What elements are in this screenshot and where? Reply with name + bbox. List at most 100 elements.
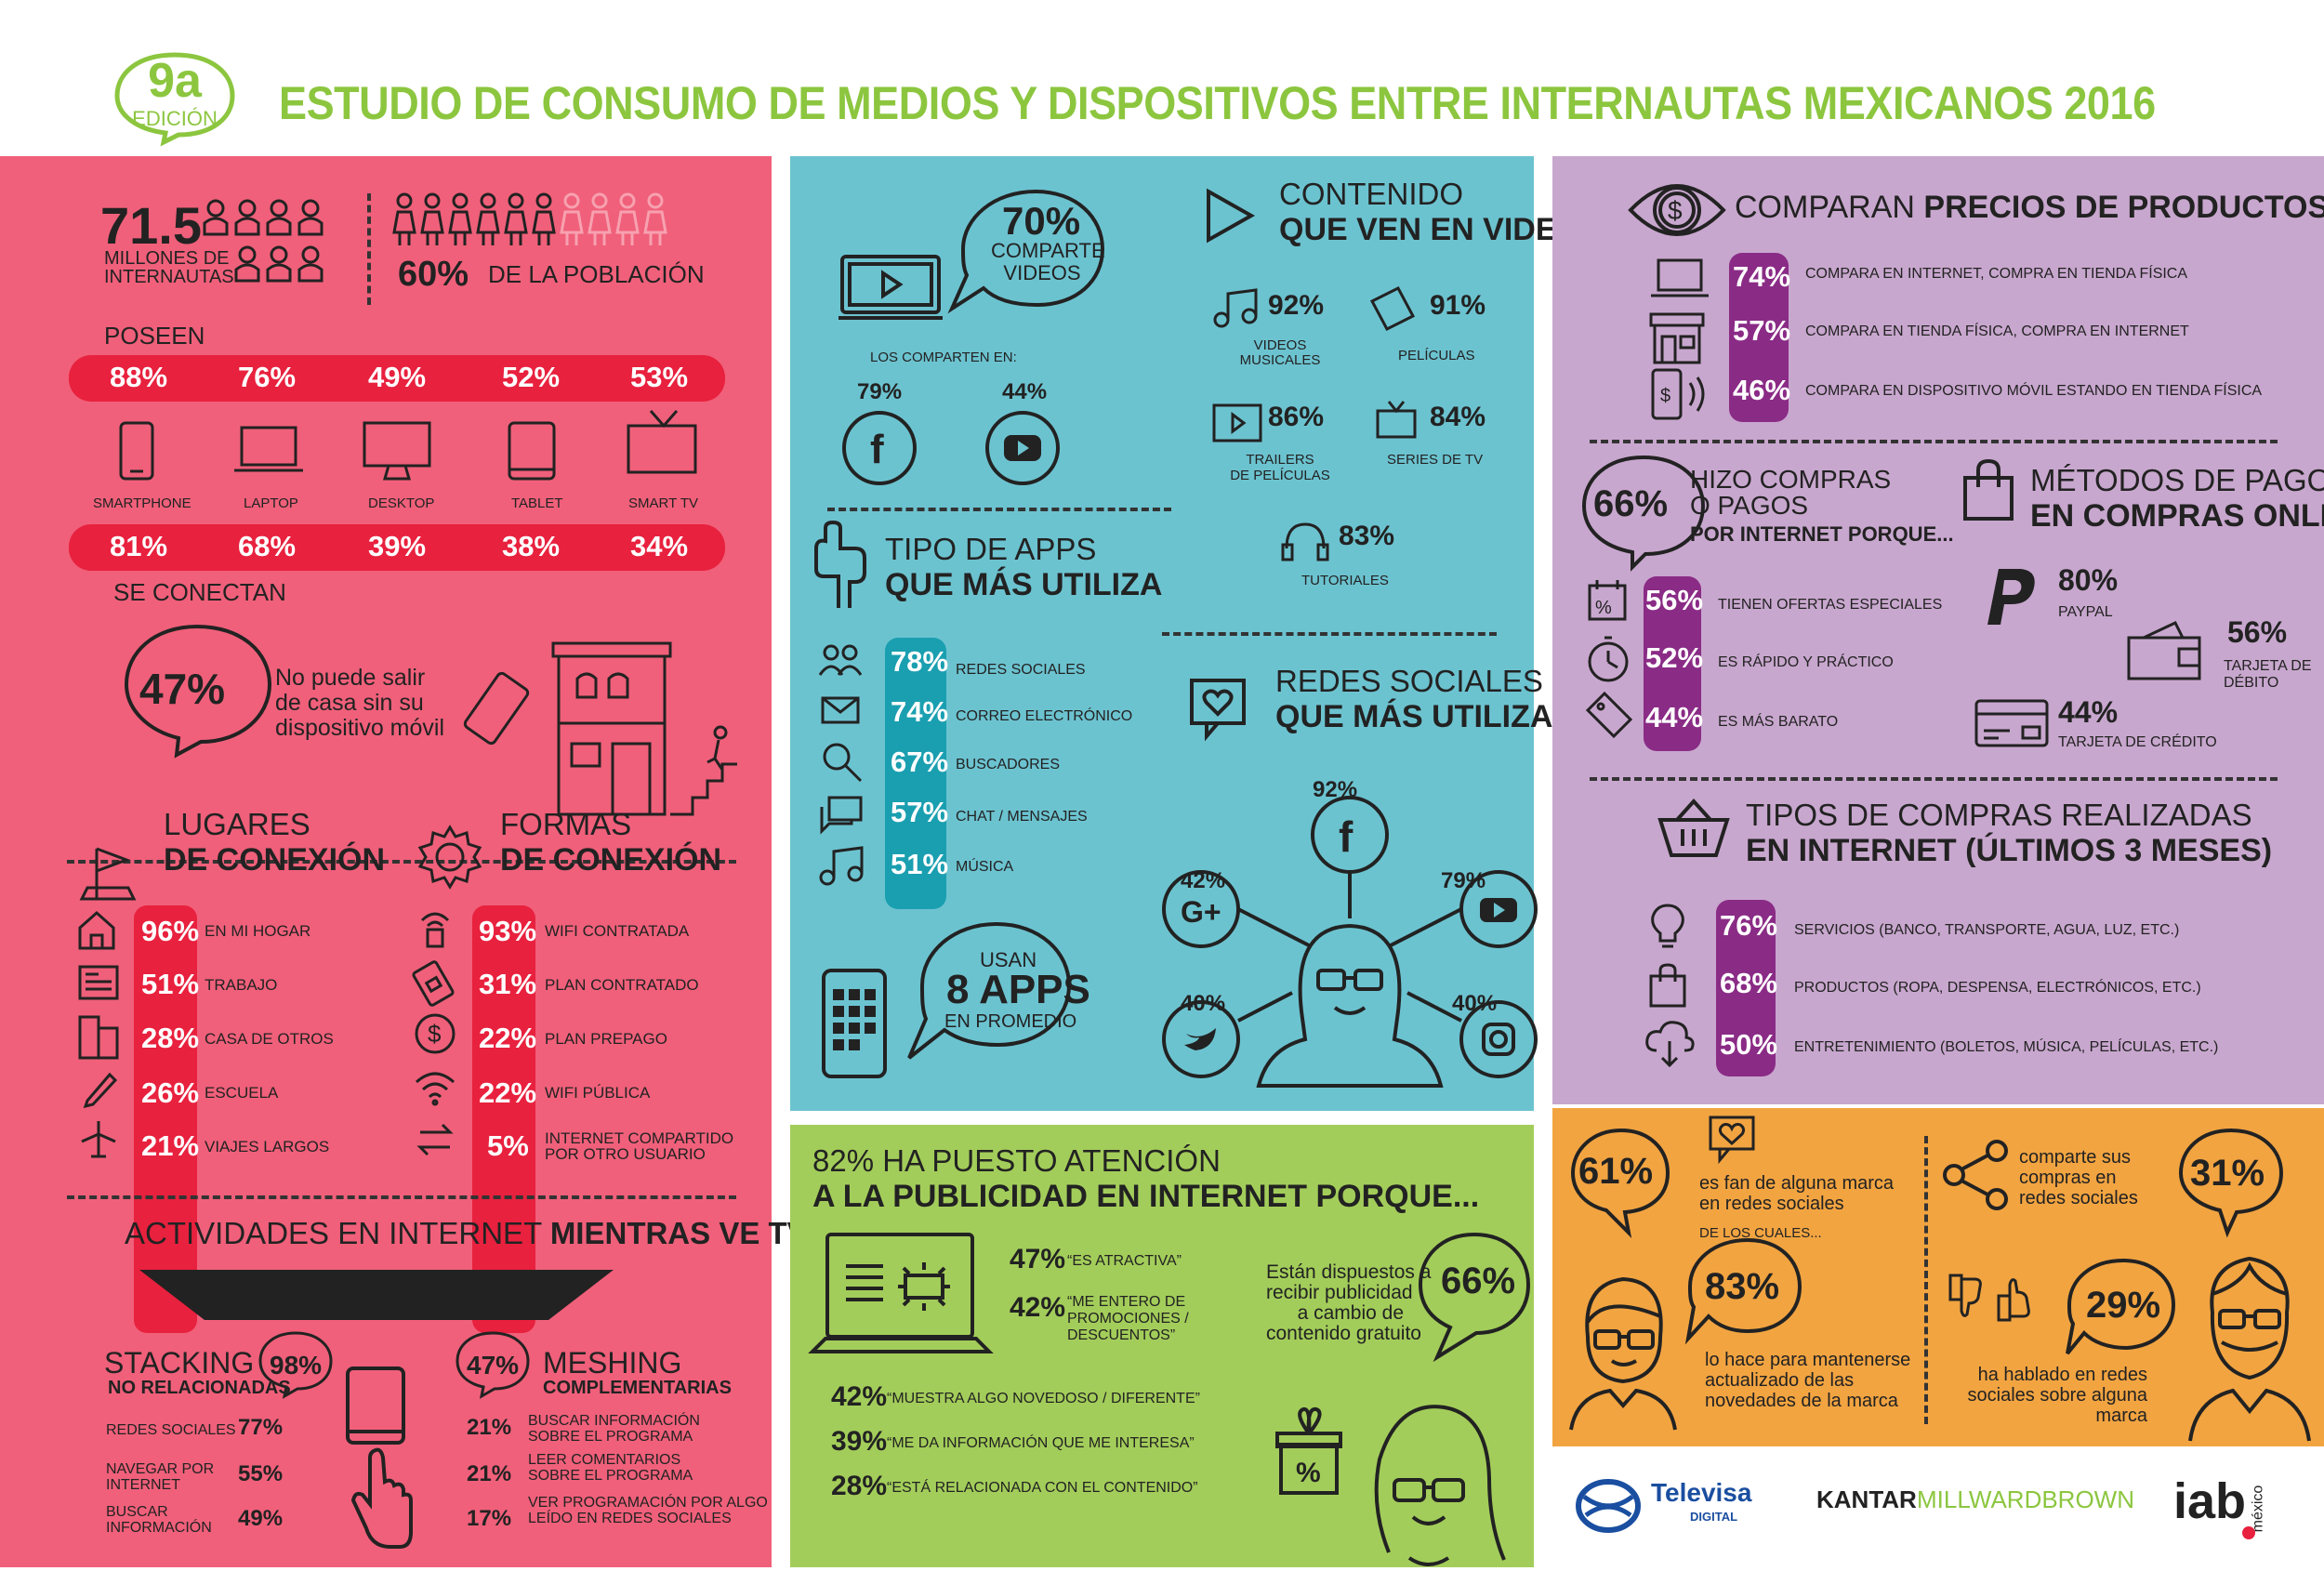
formas-title: FORMAS: [500, 807, 632, 841]
speech-bubble-icon: [2178, 1128, 2284, 1238]
woman-gift-icon: %: [1275, 1405, 1506, 1566]
meshing-item-value: 21%: [467, 1461, 512, 1486]
poseen-value: 76%: [238, 361, 297, 393]
contenido-value: 83%: [1339, 521, 1395, 551]
poseen-value: 52%: [502, 361, 561, 393]
badge-number: 9a: [148, 54, 202, 108]
lugares-label: CASA DE OTROS: [205, 1030, 334, 1048]
formas-label: INTERNET COMPARTIDO POR OTRO USUARIO: [545, 1129, 734, 1163]
no-salir-value: 47%: [139, 665, 226, 713]
house-icon: [551, 641, 737, 816]
apps-label: MÚSICA: [956, 859, 1014, 875]
conectan-value: 34%: [630, 530, 689, 562]
kantar-logo: KANTAR: [1816, 1485, 1917, 1513]
iab-dot: [2242, 1526, 2255, 1539]
formas-label: WIFI CONTRATADA: [545, 922, 690, 940]
formas-strip: [472, 905, 535, 1333]
comparan-value: 46%: [1733, 374, 1791, 406]
lugares-value: 21%: [141, 1129, 200, 1162]
credit-card-icon: [1974, 699, 2049, 747]
apps-label: BUSCADORES: [956, 757, 1061, 772]
compras-strip: [1644, 576, 1701, 751]
formas-value: 22%: [479, 1022, 537, 1054]
comparte-value: 70%: [1002, 199, 1081, 243]
formas-subtitle: DE CONEXIÓN: [500, 842, 722, 878]
millward-logo: MILLWARDBROWN: [1917, 1485, 2134, 1513]
conectan-label: SE CONECTAN: [113, 578, 286, 606]
tablet-touch-icon: [346, 1366, 413, 1549]
paypal-label: PAYPAL: [2058, 604, 2113, 620]
iab-logo: iab: [2173, 1473, 2247, 1529]
poseen-value: 53%: [630, 361, 689, 393]
tipos-strip: [1716, 900, 1776, 1076]
comparan-strip: [1729, 253, 1789, 422]
poseen-value: 88%: [110, 361, 168, 393]
tipos-value: 68%: [1720, 967, 1778, 999]
formas-label: PLAN PREPAGO: [545, 1030, 667, 1048]
instagram-redes-value: 40%: [1452, 991, 1498, 1016]
tipos-label: PRODUCTOS (ROPA, DESPENSA, ELECTRÓNICOS,…: [1794, 980, 2201, 996]
formas-value: 93%: [479, 915, 537, 947]
compras-reason-value: 52%: [1645, 641, 1704, 674]
edition-badge: 9a EDICIÓN: [110, 51, 235, 147]
gear-icon: [417, 825, 482, 890]
speech-bubble-icon: [456, 1331, 530, 1399]
lugares-value: 28%: [141, 1022, 200, 1054]
stacking-item-value: 55%: [238, 1461, 284, 1486]
contenido-label: PELÍCULAS: [1398, 348, 1475, 363]
tablet-icon: [508, 421, 556, 481]
panel-devices: 71.5 MILLONES DE INTERNAUTAS 60% DE LA PO…: [0, 156, 808, 1567]
tipos-value: 76%: [1720, 909, 1778, 942]
internautas-label: MILLONES DE INTERNAUTAS: [104, 248, 234, 287]
poblacion-label: DE LA POBLACIÓN: [488, 260, 705, 288]
conectan-value: 38%: [502, 530, 561, 562]
shopping-basket-icon: [1657, 799, 1730, 857]
laptop-icon: [1651, 258, 1709, 297]
page-title: ESTUDIO DE CONSUMO DE MEDIOS Y DISPOSITI…: [279, 77, 2156, 129]
conectan-strip: [69, 524, 725, 571]
search-icon: [823, 743, 863, 783]
social-network-diagram: f G+: [1162, 796, 1538, 1088]
apps-value: 51%: [891, 848, 949, 880]
stacking-item-value: 77%: [238, 1415, 284, 1440]
stacking-item: REDES SOCIALES: [106, 1422, 236, 1438]
meshing-value: 47%: [467, 1351, 520, 1380]
buildings-icon: [78, 1015, 119, 1060]
heart-chat-icon: [1709, 1116, 1755, 1165]
contenido-value: 92%: [1268, 290, 1325, 321]
facebook-icon: f: [842, 411, 917, 485]
bearded-man-icon: [2188, 1256, 2311, 1442]
badge-label: EDICIÓN: [132, 107, 218, 130]
eye-dollar-icon: $: [1628, 184, 1726, 236]
facebook-share-value: 79%: [857, 379, 903, 404]
panel-compras: $ COMPARAN PRECIOS DE PRODUCTOS... $ 74%…: [1552, 156, 2324, 1104]
man-glasses-icon: [1569, 1276, 1677, 1431]
credito-label: TARJETA DE CRÉDITO: [2058, 734, 2217, 750]
compras-reason-value: 44%: [1645, 701, 1704, 733]
heart-chat-icon: [1190, 679, 1246, 742]
speech-bubble-icon: [1570, 1128, 1670, 1238]
comparte-label: COMPARTE VIDEOS: [991, 239, 1105, 284]
comparan-label: COMPARA EN DISPOSITIVO MÓVIL ESTANDO EN …: [1805, 383, 2263, 399]
phone-signal-icon: $: [1651, 368, 1705, 420]
speech-bubble-icon: [1581, 455, 1706, 572]
compras-reason-value: 56%: [1645, 584, 1704, 616]
speech-bubble-icon: [124, 624, 272, 759]
contenido-label: VIDEOS MUSICALES: [1239, 337, 1321, 368]
stacking-subtitle: NO RELACIONADAS: [108, 1378, 291, 1398]
compras-value: 66%: [1593, 483, 1669, 524]
comparan-label: COMPARA EN INTERNET, COMPRA EN TIENDA FÍ…: [1805, 266, 2188, 282]
price-tag-icon: [1585, 691, 1633, 739]
televisa-logo: Televisa: [1651, 1478, 1752, 1507]
svg-text:f: f: [1339, 812, 1353, 861]
youtube-icon: [985, 411, 1060, 485]
apps-value: 67%: [891, 746, 949, 778]
stacking-item: NAVEGAR POR INTERNET: [106, 1461, 215, 1493]
paypal-value: 80%: [2058, 563, 2119, 597]
poseen-value: 49%: [368, 361, 427, 393]
lugares-label: EN MI HOGAR: [205, 922, 311, 940]
apps-label: CHAT / MENSAJES: [956, 809, 1088, 825]
youtube-share-value: 44%: [1002, 379, 1048, 404]
pointing-hand-icon: [814, 520, 866, 608]
comparan-title: COMPARAN PRECIOS DE PRODUCTOS...: [1735, 190, 2324, 225]
